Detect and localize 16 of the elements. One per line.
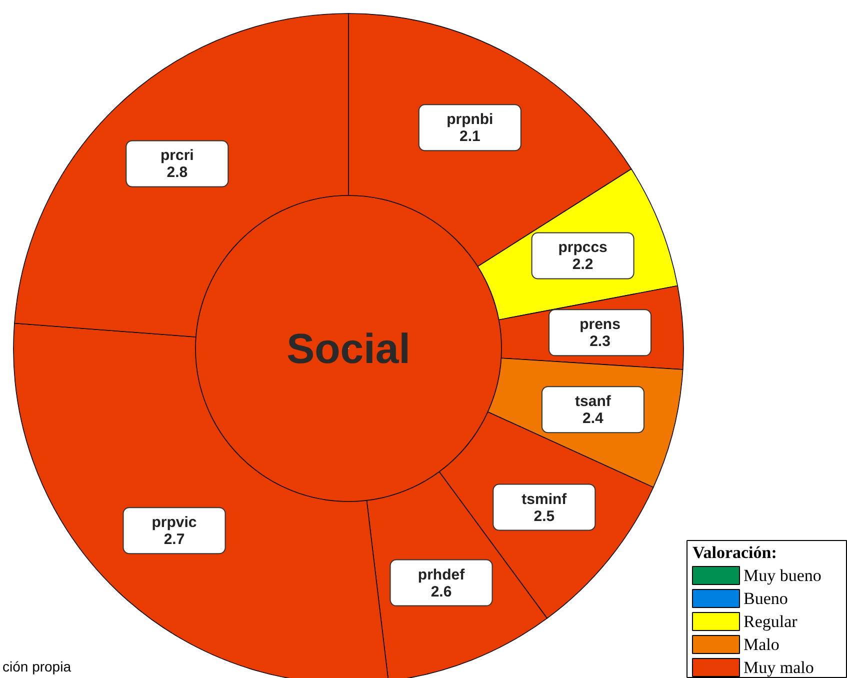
text: ción propia — [2, 658, 72, 674]
category-label: Muy bueno — [744, 566, 822, 585]
slice-label: prhdef 2.6 — [418, 566, 466, 600]
slice-label: prpccs 2.2 — [558, 239, 608, 274]
legend-title: Valoración: — [692, 543, 777, 562]
slice-label: prpnbi 2.1 — [446, 111, 494, 146]
category-label: Malo — [744, 635, 780, 654]
category-label: Regular — [744, 612, 798, 631]
slice-label: prcri 2.8 — [160, 147, 194, 182]
slice-label: tsanf 2.4 — [575, 393, 612, 428]
category-label: Bueno — [744, 589, 788, 608]
text: Social — [286, 325, 410, 372]
slice-label: prens 2.3 — [580, 316, 620, 350]
slice-label: tsminf 2.5 — [522, 490, 568, 525]
category-label: Muy malo — [744, 658, 814, 677]
slice-label: prpvic 2.7 — [152, 514, 197, 548]
